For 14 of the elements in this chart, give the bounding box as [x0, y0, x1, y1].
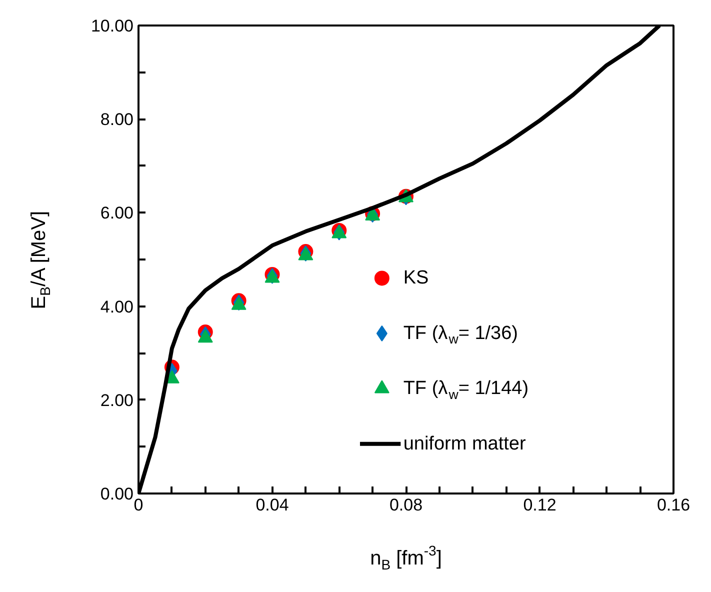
x-tick-label: 0 [134, 496, 144, 514]
legend-label: KS [403, 268, 429, 289]
y-axis-title: EB/A [MeV] [28, 210, 53, 310]
legend-label: uniform matter [403, 433, 526, 454]
y-tick-label: 10.00 [90, 16, 134, 36]
y-tick-label: 2.00 [100, 390, 134, 410]
y-tick-label: 0.00 [100, 484, 134, 504]
x-tick-label: 0.04 [256, 496, 289, 514]
y-tick-label: 4.00 [100, 297, 134, 316]
y-tick-label: 6.00 [100, 204, 134, 223]
x-tick-label: 0.12 [523, 496, 556, 514]
x-tick-label: 0.08 [389, 496, 423, 514]
x-tick-label: 0.16 [656, 496, 690, 514]
y-tick-label: 8.00 [100, 110, 134, 130]
